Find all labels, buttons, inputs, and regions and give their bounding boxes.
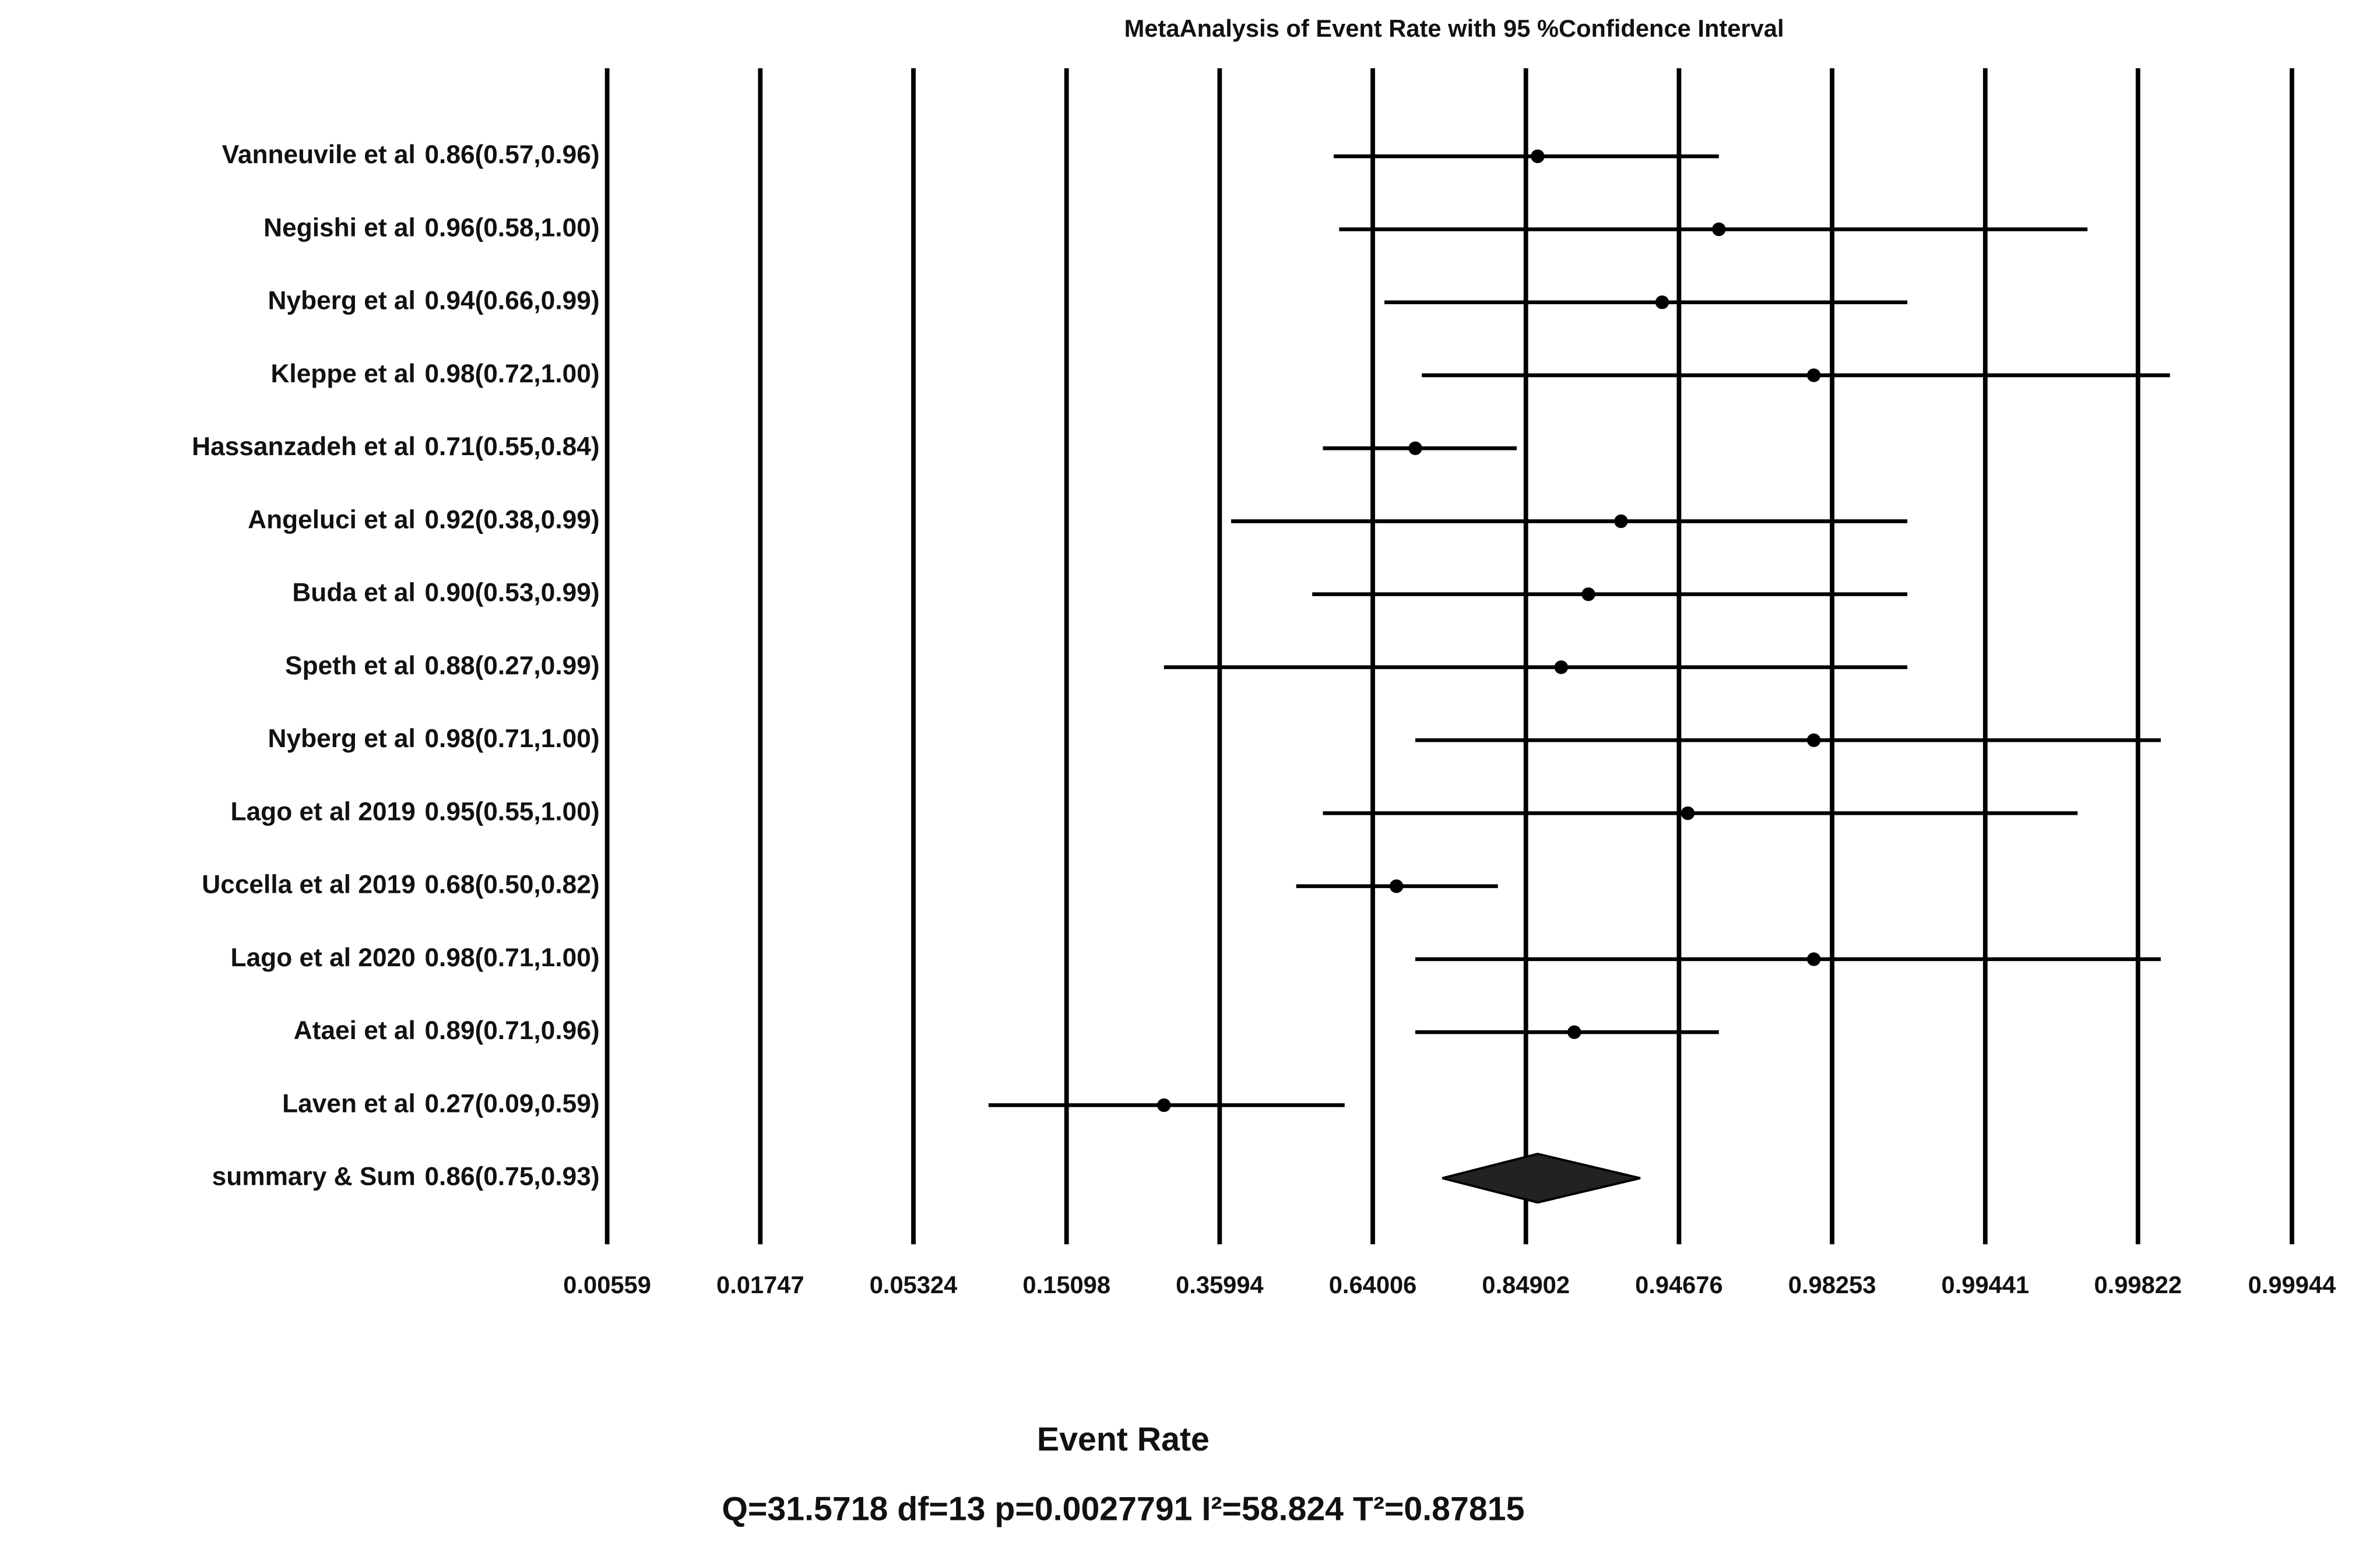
study-estimate: 0.98(0.71,1.00) xyxy=(424,724,599,753)
point-estimate xyxy=(1554,660,1569,674)
point-estimate xyxy=(1806,368,1821,382)
study-estimate: 0.94(0.66,0.99) xyxy=(424,286,599,315)
row-label: Kleppe et al 0.98(0.72,1.00) xyxy=(270,360,599,388)
x-tick-label: 0.01747 xyxy=(716,1271,804,1298)
summary-diamond xyxy=(1442,1152,1641,1204)
study-estimate: 0.86(0.57,0.96) xyxy=(424,140,599,169)
x-tick-label: 0.35994 xyxy=(1176,1271,1264,1298)
point-estimate xyxy=(1389,879,1404,893)
study-estimate: 0.89(0.71,0.96) xyxy=(424,1016,599,1045)
study-name: Nyberg et al xyxy=(268,724,416,753)
point-estimate xyxy=(1681,806,1695,821)
x-tick-label: 0.94676 xyxy=(1635,1271,1723,1298)
x-tick-label: 0.98253 xyxy=(1788,1271,1876,1298)
x-tick-label: 0.99944 xyxy=(2248,1271,2336,1298)
study-estimate: 0.92(0.38,0.99) xyxy=(424,505,599,534)
point-estimate xyxy=(1581,587,1595,601)
study-name: Kleppe et al xyxy=(270,360,415,388)
study-name: Ataei et al xyxy=(294,1016,416,1045)
row-label: Laven et al 0.27(0.09,0.59) xyxy=(282,1089,599,1118)
study-estimate: 0.86(0.75,0.93) xyxy=(424,1162,599,1191)
point-estimate xyxy=(1531,149,1545,163)
point-estimate xyxy=(1806,952,1821,966)
study-name: Lago et al 2020 xyxy=(231,944,416,972)
row-label: Vanneuvile et al 0.86(0.57,0.96) xyxy=(222,140,600,169)
study-estimate: 0.96(0.58,1.00) xyxy=(424,213,599,242)
x-tick-label: 0.00559 xyxy=(563,1271,651,1298)
point-estimate xyxy=(1806,733,1821,747)
chart-title: MetaAnalysis of Event Rate with 95 %Conf… xyxy=(1124,15,1784,42)
row-label: Speth et al 0.88(0.27,0.99) xyxy=(285,652,600,680)
study-name: Uccella et al 2019 xyxy=(202,870,416,899)
row-label: Buda et al 0.90(0.53,0.99) xyxy=(292,578,599,607)
x-tick-label: 0.15098 xyxy=(1022,1271,1110,1298)
x-tick-label: 0.99822 xyxy=(2094,1271,2182,1298)
row-label: Nyberg et al 0.94(0.66,0.99) xyxy=(268,286,600,315)
row-label: Angeluci et al 0.92(0.38,0.99) xyxy=(248,505,599,534)
x-axis-label: Event Rate xyxy=(1037,1421,1210,1458)
study-name: Nyberg et al xyxy=(268,286,416,315)
x-tick-label: 0.99441 xyxy=(1942,1271,2030,1298)
study-name: Speth et al xyxy=(285,652,416,680)
study-name: Hassanzadeh et al xyxy=(192,432,416,461)
x-tick-label: 0.84902 xyxy=(1482,1271,1570,1298)
point-estimate xyxy=(1655,295,1669,309)
row-label: Lago et al 2019 0.95(0.55,1.00) xyxy=(231,797,600,826)
row-label: Ataei et al 0.89(0.71,0.96) xyxy=(294,1016,600,1045)
row-label: Negishi et al 0.96(0.58,1.00) xyxy=(263,213,599,242)
study-name: summary & Sum xyxy=(212,1162,416,1191)
study-name: Laven et al xyxy=(282,1089,416,1118)
study-estimate: 0.98(0.71,1.00) xyxy=(424,944,599,972)
point-estimate xyxy=(1614,514,1628,529)
study-name: Angeluci et al xyxy=(248,505,416,534)
point-estimate xyxy=(1157,1098,1171,1113)
study-estimate: 0.95(0.55,1.00) xyxy=(424,797,599,826)
row-label: Lago et al 2020 0.98(0.71,1.00) xyxy=(231,944,600,972)
study-estimate: 0.90(0.53,0.99) xyxy=(424,578,599,607)
study-estimate: 0.98(0.72,1.00) xyxy=(424,360,599,388)
study-name: Lago et al 2019 xyxy=(231,797,416,826)
row-label: Nyberg et al 0.98(0.71,1.00) xyxy=(268,724,600,753)
x-tick-label: 0.05324 xyxy=(870,1271,958,1298)
point-estimate xyxy=(1567,1025,1581,1039)
study-name: Vanneuvile et al xyxy=(222,140,416,169)
study-estimate: 0.88(0.27,0.99) xyxy=(424,652,599,680)
study-name: Negishi et al xyxy=(263,213,416,242)
study-name: Buda et al xyxy=(292,578,415,607)
study-estimate: 0.71(0.55,0.84) xyxy=(424,432,599,461)
point-estimate xyxy=(1408,441,1422,455)
stats-text: Q=31.5718 df=13 p=0.0027791 I²=58.824 T²… xyxy=(722,1491,1524,1528)
x-tick-label: 0.64006 xyxy=(1329,1271,1417,1298)
point-estimate xyxy=(1712,222,1726,237)
study-estimate: 0.27(0.09,0.59) xyxy=(424,1089,599,1118)
summary-label: summary & Sum 0.86(0.75,0.93) xyxy=(212,1162,600,1191)
row-label: Hassanzadeh et al 0.71(0.55,0.84) xyxy=(192,432,599,461)
study-estimate: 0.68(0.50,0.82) xyxy=(424,870,599,899)
row-label: Uccella et al 2019 0.68(0.50,0.82) xyxy=(202,870,599,899)
